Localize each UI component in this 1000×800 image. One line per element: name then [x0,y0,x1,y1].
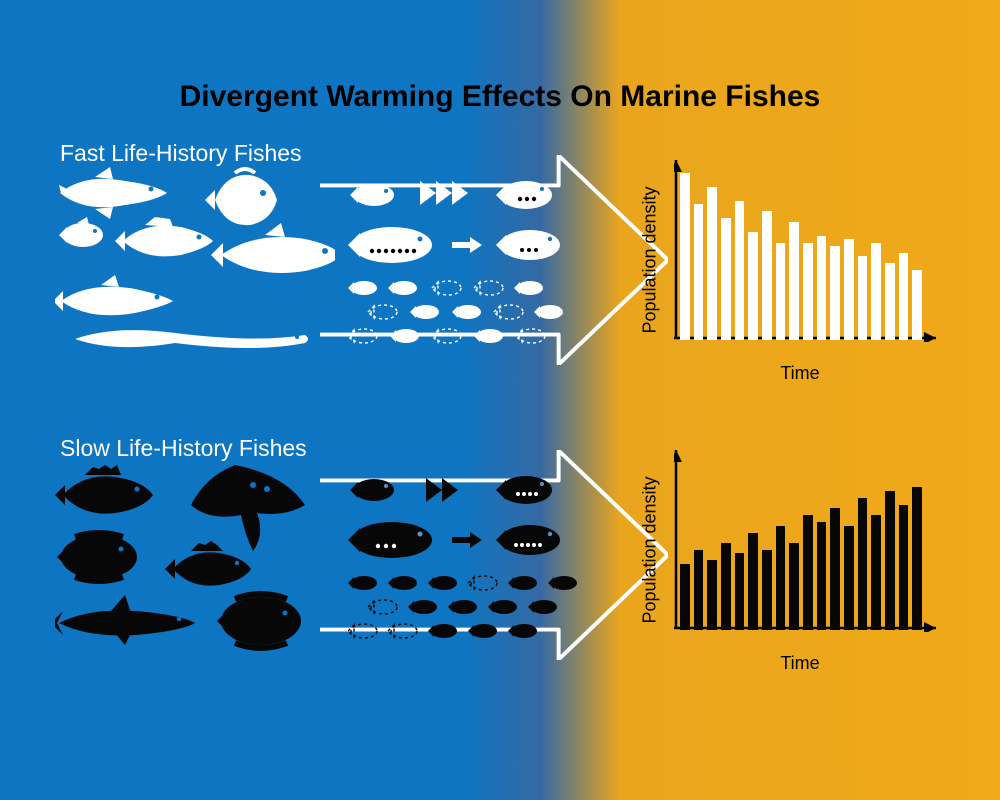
slow-bars [680,456,922,630]
small-arrow-icon [452,532,482,548]
fast-forward-icon [420,181,468,205]
y-axis-label: Population density [640,476,661,623]
fast-species-group [55,165,335,365]
fish-more-eggs-icon [496,525,560,555]
infographic-canvas: Divergent Warming Effects On Marine Fish… [0,0,1000,800]
bar [776,243,786,340]
bar [858,498,868,630]
bar [680,173,690,340]
ray-icon [191,465,305,551]
fish-small-icon [350,184,394,206]
small-arrow-icon [452,237,482,253]
fish-small-icon [350,479,394,501]
bar [830,246,840,340]
bar [803,243,813,340]
bar [885,491,895,630]
fish-school-group [348,281,563,343]
bar [912,270,922,340]
bar [694,204,704,340]
bar [762,211,772,340]
bar [776,526,786,630]
bar [762,550,772,630]
fish-few-eggs-icon [348,522,432,558]
fish-school-group [348,576,577,638]
bar [899,253,909,340]
bar [748,533,758,630]
bar [735,201,745,340]
y-axis-label: Population density [640,186,661,333]
bar [707,560,717,630]
bar [899,505,909,630]
fast-section-label: Fast Life-History Fishes [60,140,302,167]
slow-species-group [55,465,335,665]
butterflyfish-icon [205,169,277,225]
bar [912,487,922,630]
rockfish-icon-2 [165,541,251,586]
fish-with-eggs-icon [496,181,552,209]
bar [721,218,731,340]
fish-fewer-eggs-icon [496,230,560,260]
bar [735,553,745,630]
tuna-icon [59,167,167,219]
x-axis-label: Time [780,363,819,384]
perch-icon [115,217,213,256]
tuna-icon-2 [55,275,173,315]
bar [817,522,827,630]
smallfish-icon [59,217,103,247]
rockfish-icon [55,465,153,514]
fish-many-eggs-icon [348,227,432,263]
bar [789,222,799,340]
shark-icon [55,595,195,645]
flatfish-icon-2 [217,594,301,648]
fast-bars [680,166,922,340]
tuna-big-icon [211,223,335,273]
x-axis-label: Time [780,653,819,674]
flatfish-icon [57,533,137,581]
fast-population-chart: Population density Time [660,160,940,360]
bar [871,515,881,630]
bar [885,263,895,340]
bar [817,236,827,340]
fast-middle-group [348,175,598,350]
bar [858,256,868,340]
bar [844,526,854,630]
main-title: Divergent Warming Effects On Marine Fish… [0,80,1000,114]
slow-population-chart: Population density Time [660,450,940,650]
slow-section-label: Slow Life-History Fishes [60,435,307,462]
bar [748,232,758,340]
bar [844,239,854,340]
bar [789,543,799,630]
bar [830,508,840,630]
fish-with-eggs-icon [496,476,552,504]
bar [707,187,717,340]
bar [721,543,731,630]
fast-forward-icon [426,478,458,502]
slow-middle-group [348,470,598,645]
bar [680,564,690,630]
bar [803,515,813,630]
bar [871,243,881,340]
bar [694,550,704,630]
eel-icon [75,330,308,348]
